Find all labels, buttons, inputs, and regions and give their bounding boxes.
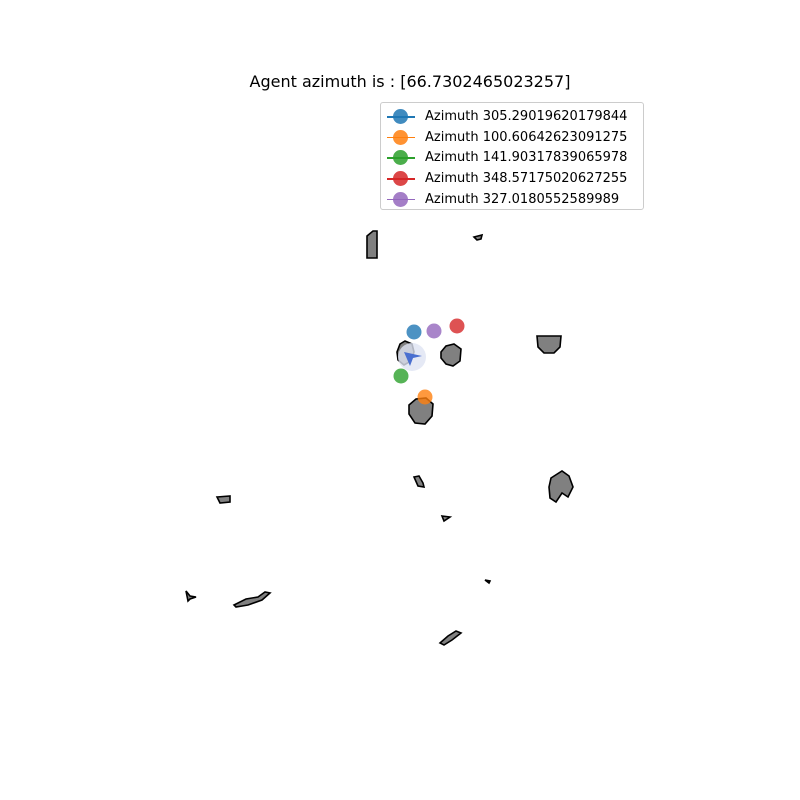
legend-entry: Azimuth 327.0180552589989: [381, 189, 643, 210]
agent-arrow-icon: [404, 352, 422, 366]
obstacles-layer: [185, 230, 574, 646]
legend-marker-swatch: [393, 171, 408, 187]
obstacle: [484, 579, 492, 585]
obstacle: [412, 475, 426, 488]
legend-label: Azimuth 327.0180552589989: [425, 191, 620, 207]
obstacle: [366, 230, 378, 259]
legend-entry: Azimuth 348.57175020627255: [381, 168, 643, 189]
legend-entry: Azimuth 305.29019620179844: [381, 106, 643, 127]
data-point-series-2: [393, 368, 409, 384]
legend-label: Azimuth 348.57175020627255: [425, 171, 628, 187]
obstacle: [548, 470, 574, 504]
chart-title: Agent azimuth is : [66.7302465023257]: [249, 72, 571, 91]
obstacle: [232, 591, 272, 608]
legend-entry: Azimuth 141.90317839065978: [381, 147, 643, 168]
data-point-series-1: [417, 389, 433, 405]
legend-marker-swatch: [393, 109, 408, 124]
legend-marker-swatch: [393, 150, 408, 166]
legend: Azimuth 305.29019620179844 Azimuth 100.60…: [380, 102, 644, 210]
legend-marker-swatch: [393, 191, 408, 207]
legend-marker-swatch: [393, 129, 408, 145]
obstacle: [215, 495, 231, 504]
data-point-series-3: [449, 318, 465, 334]
obstacle: [438, 630, 463, 646]
legend-label: Azimuth 305.29019620179844: [425, 109, 628, 124]
data-point-series-0: [406, 324, 422, 340]
legend-label: Azimuth 100.60642623091275: [425, 129, 628, 145]
obstacle: [185, 590, 197, 603]
legend-label: Azimuth 141.90317839065978: [425, 150, 628, 166]
obstacle: [536, 335, 562, 354]
data-point-series-4: [426, 323, 442, 339]
waypoints-layer: [393, 318, 465, 405]
obstacle: [472, 233, 484, 241]
obstacle: [440, 515, 453, 523]
agent-marker: [398, 343, 426, 371]
legend-entry: Azimuth 100.60642623091275: [381, 127, 643, 148]
obstacle: [440, 343, 462, 367]
